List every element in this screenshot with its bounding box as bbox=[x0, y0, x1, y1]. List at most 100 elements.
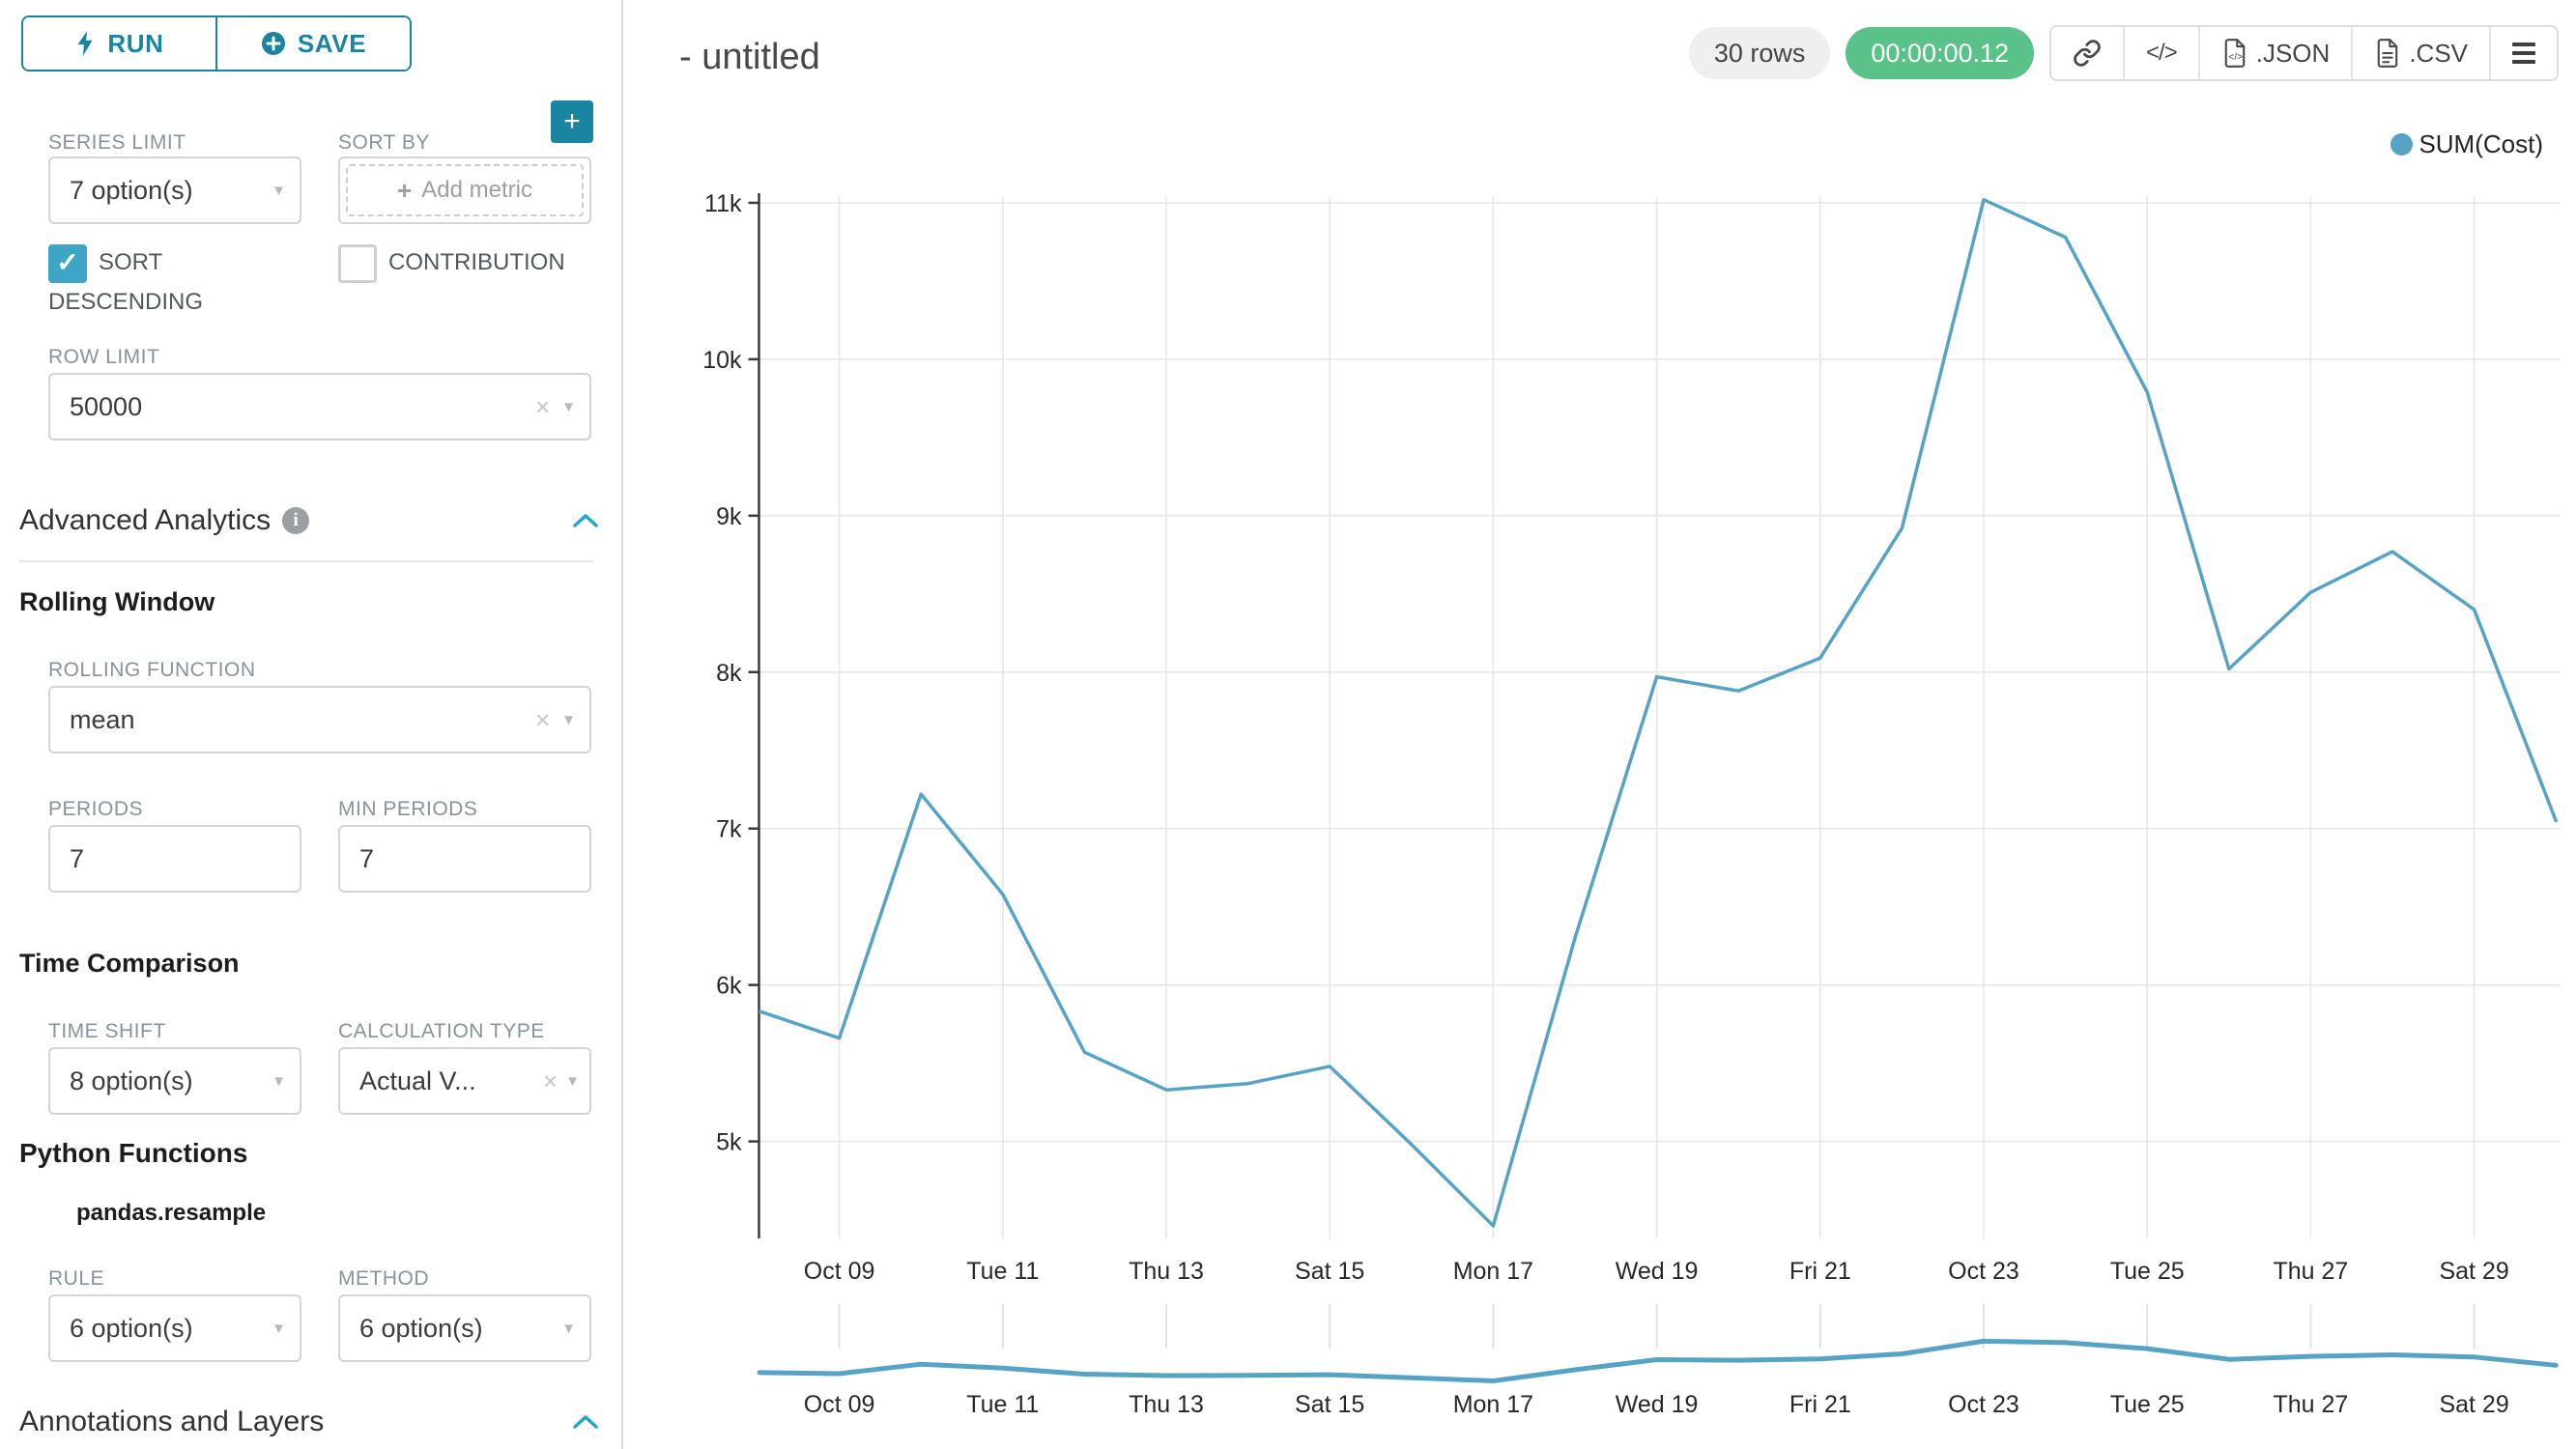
svg-text:Sat 29: Sat 29 bbox=[2439, 1258, 2508, 1285]
min-periods-field-wrap bbox=[338, 825, 591, 893]
svg-text:9k: 9k bbox=[716, 503, 742, 530]
svg-text:Oct 09: Oct 09 bbox=[804, 1258, 875, 1285]
add-sort-metric-button[interactable]: + bbox=[551, 100, 593, 143]
rows-badge: 30 rows bbox=[1688, 27, 1831, 79]
method-value: 6 option(s) bbox=[359, 1313, 483, 1343]
export-json-button[interactable]: </> .JSON bbox=[2197, 27, 2352, 79]
csv-file-icon bbox=[2378, 39, 2398, 68]
caret-down-icon: ▼ bbox=[561, 398, 576, 415]
caret-down-icon: ▼ bbox=[561, 1320, 576, 1337]
method-select[interactable]: 6 option(s) ▼ bbox=[338, 1294, 591, 1362]
csv-label: .CSV bbox=[2409, 38, 2468, 68]
mini-chart-brush[interactable]: Oct 09 Tue 11 Thu 13 Sat 15 Mon 17 Wed 19 Fri … bbox=[638, 1304, 2561, 1439]
calculation-type-value: Actual V... bbox=[359, 1065, 476, 1095]
rule-label: RULE bbox=[48, 1267, 105, 1290]
svg-text:10k: 10k bbox=[702, 347, 742, 374]
periods-field-wrap bbox=[48, 825, 301, 893]
pandas-resample-label: pandas.resample bbox=[76, 1200, 267, 1226]
min-periods-input[interactable] bbox=[359, 843, 576, 874]
time-comparison-title: Time Comparison bbox=[19, 949, 240, 978]
sort-descending-label: SORT DESCENDING bbox=[48, 249, 204, 315]
svg-text:Fri 21: Fri 21 bbox=[1789, 1258, 1851, 1285]
plus-icon: + bbox=[397, 175, 413, 205]
series-limit-value: 7 option(s) bbox=[70, 175, 193, 205]
sort-descending-checkbox[interactable]: ✓ SORT DESCENDING bbox=[48, 243, 242, 322]
sort-by-add-metric[interactable]: + Add metric bbox=[338, 156, 591, 224]
time-shift-value: 8 option(s) bbox=[70, 1065, 193, 1095]
caret-down-icon: ▼ bbox=[272, 1072, 286, 1090]
run-save-group: RUN SAVE bbox=[21, 15, 412, 71]
export-csv-button[interactable]: .CSV bbox=[2351, 27, 2489, 79]
advanced-analytics-header[interactable]: Advanced Analytics i bbox=[19, 504, 599, 537]
code-icon: </> bbox=[2146, 40, 2178, 66]
rule-select[interactable]: 6 option(s) ▼ bbox=[48, 1294, 301, 1362]
clear-icon[interactable]: × bbox=[542, 1066, 558, 1095]
caret-down-icon: ▼ bbox=[272, 182, 286, 199]
svg-text:Mon 17: Mon 17 bbox=[1453, 1391, 1533, 1418]
run-label: RUN bbox=[107, 28, 164, 58]
caret-down-icon: ▼ bbox=[565, 1072, 580, 1090]
annotations-layers-header[interactable]: Annotations and Layers bbox=[19, 1406, 599, 1438]
svg-text:Tue 25: Tue 25 bbox=[2110, 1391, 2185, 1418]
timer-badge: 00:00:00.12 bbox=[1846, 27, 2035, 79]
chevron-up-icon[interactable] bbox=[572, 513, 599, 528]
method-label: METHOD bbox=[338, 1267, 429, 1290]
legend-dot bbox=[2390, 133, 2414, 156]
json-file-icon: </> bbox=[2224, 39, 2246, 68]
copy-link-button[interactable] bbox=[2051, 27, 2124, 79]
min-periods-label: MIN PERIODS bbox=[338, 798, 478, 820]
row-limit-value: 50000 bbox=[70, 391, 143, 421]
time-shift-label: TIME SHIFT bbox=[48, 1020, 166, 1042]
export-toolbar: </> </> .JSON .CSV bbox=[2049, 25, 2559, 81]
contribution-label: CONTRIBUTION bbox=[388, 249, 565, 275]
periods-input[interactable] bbox=[70, 843, 286, 874]
rolling-function-select[interactable]: mean × ▼ bbox=[48, 686, 591, 753]
json-label: .JSON bbox=[2255, 38, 2331, 68]
series-limit-select[interactable]: 7 option(s) ▼ bbox=[48, 156, 301, 224]
clear-icon[interactable]: × bbox=[534, 392, 551, 421]
svg-text:Sat 15: Sat 15 bbox=[1295, 1258, 1364, 1285]
legend-item[interactable]: SUM(Cost) bbox=[2390, 129, 2543, 159]
save-button[interactable]: SAVE bbox=[217, 17, 410, 70]
menu-button[interactable] bbox=[2489, 27, 2557, 79]
control-panel: RUN SAVE SERIES LIMIT SORT BY + 7 option… bbox=[0, 0, 623, 1449]
svg-text:Tue 25: Tue 25 bbox=[2110, 1258, 2185, 1285]
calculation-type-select[interactable]: Actual V... × ▼ bbox=[338, 1047, 591, 1115]
calculation-type-label: CALCULATION TYPE bbox=[338, 1020, 545, 1042]
python-functions-title: Python Functions bbox=[19, 1138, 248, 1168]
svg-text:5k: 5k bbox=[716, 1129, 742, 1156]
run-button[interactable]: RUN bbox=[23, 17, 217, 70]
embed-code-button[interactable]: </> bbox=[2123, 27, 2198, 79]
row-limit-select[interactable]: 50000 × ▼ bbox=[48, 373, 591, 440]
time-shift-select[interactable]: 8 option(s) ▼ bbox=[48, 1047, 301, 1115]
svg-text:Fri 21: Fri 21 bbox=[1789, 1391, 1851, 1418]
svg-text:Sat 29: Sat 29 bbox=[2439, 1391, 2508, 1418]
sort-by-label: SORT BY bbox=[338, 131, 430, 154]
chart-title[interactable]: - untitled bbox=[679, 37, 820, 77]
checkbox-checked-icon: ✓ bbox=[48, 243, 87, 283]
svg-text:Tue 11: Tue 11 bbox=[966, 1258, 1039, 1285]
svg-text:Sat 15: Sat 15 bbox=[1295, 1391, 1364, 1418]
plus-circle-icon bbox=[261, 32, 285, 55]
svg-text:6k: 6k bbox=[716, 973, 742, 1000]
chevron-up-icon[interactable] bbox=[572, 1414, 599, 1430]
plus-icon: + bbox=[563, 105, 581, 137]
svg-text:Wed 19: Wed 19 bbox=[1616, 1258, 1699, 1285]
caret-down-icon: ▼ bbox=[561, 711, 576, 728]
svg-text:11k: 11k bbox=[704, 190, 742, 217]
svg-text:7k: 7k bbox=[716, 816, 742, 843]
svg-text:Oct 09: Oct 09 bbox=[804, 1391, 875, 1418]
chart-area: - untitled 30 rows 00:00:00.12 </> bbox=[623, 0, 2576, 1449]
header-controls: 30 rows 00:00:00.12 </> </> bbox=[1688, 25, 2559, 81]
contribution-checkbox[interactable]: CONTRIBUTION bbox=[338, 243, 618, 283]
svg-text:Tue 11: Tue 11 bbox=[966, 1391, 1039, 1418]
add-metric-placeholder: Add metric bbox=[421, 177, 532, 203]
info-icon[interactable]: i bbox=[282, 507, 310, 534]
clear-icon[interactable]: × bbox=[534, 705, 551, 734]
svg-text:Wed 19: Wed 19 bbox=[1616, 1391, 1699, 1418]
file-code-glyph: </> bbox=[2228, 52, 2243, 63]
rolling-function-label: ROLLING FUNCTION bbox=[48, 659, 256, 681]
series-limit-label: SERIES LIMIT bbox=[48, 131, 186, 154]
main-chart: Oct 09 Tue 11 Thu 13 Sat 15 Mon 17 Wed 19 Fri … bbox=[702, 190, 2561, 1285]
legend-label: SUM(Cost) bbox=[2419, 129, 2543, 158]
